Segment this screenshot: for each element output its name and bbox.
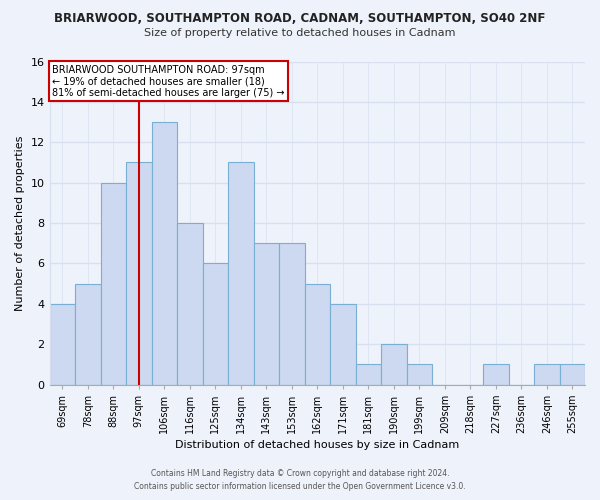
Bar	[330, 304, 356, 384]
Bar	[407, 364, 432, 384]
Bar	[560, 364, 585, 384]
Bar	[279, 243, 305, 384]
Bar	[126, 162, 152, 384]
Bar	[534, 364, 560, 384]
Bar	[101, 182, 126, 384]
X-axis label: Distribution of detached houses by size in Cadnam: Distribution of detached houses by size …	[175, 440, 460, 450]
Text: BRIARWOOD SOUTHAMPTON ROAD: 97sqm
← 19% of detached houses are smaller (18)
81% : BRIARWOOD SOUTHAMPTON ROAD: 97sqm ← 19% …	[52, 64, 284, 98]
Text: Contains HM Land Registry data © Crown copyright and database right 2024.
Contai: Contains HM Land Registry data © Crown c…	[134, 470, 466, 491]
Bar	[356, 364, 381, 384]
Bar	[381, 344, 407, 385]
Bar	[305, 284, 330, 384]
Text: Size of property relative to detached houses in Cadnam: Size of property relative to detached ho…	[144, 28, 456, 38]
Bar	[483, 364, 509, 384]
Text: BRIARWOOD, SOUTHAMPTON ROAD, CADNAM, SOUTHAMPTON, SO40 2NF: BRIARWOOD, SOUTHAMPTON ROAD, CADNAM, SOU…	[55, 12, 545, 26]
Bar	[228, 162, 254, 384]
Bar	[50, 304, 75, 384]
Bar	[75, 284, 101, 384]
Y-axis label: Number of detached properties: Number of detached properties	[15, 136, 25, 310]
Bar	[152, 122, 177, 384]
Bar	[203, 264, 228, 384]
Bar	[177, 223, 203, 384]
Bar	[254, 243, 279, 384]
